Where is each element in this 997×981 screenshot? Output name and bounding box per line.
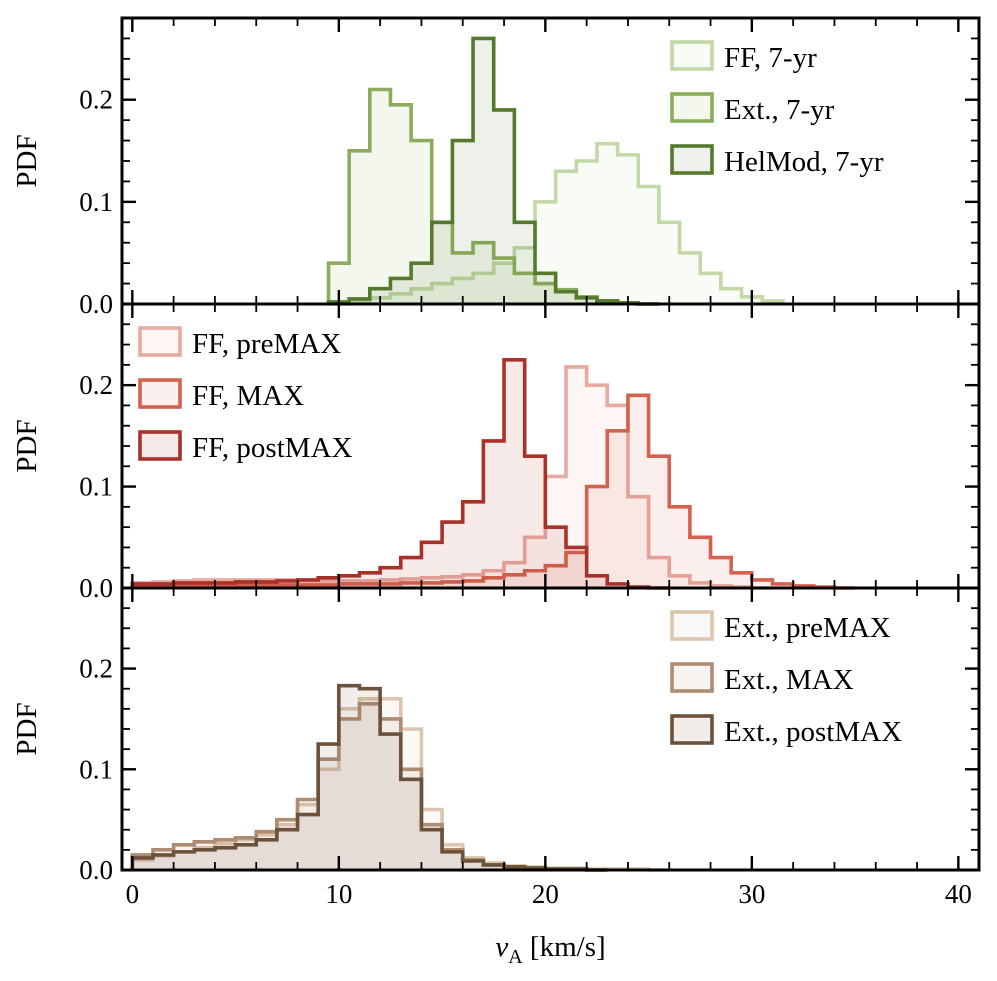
legend-label: Ext., MAX — [724, 664, 854, 696]
legend-item: FF, preMAX — [138, 326, 341, 360]
panel-top: 0.0 0.1 0.2 PDF FF, 7-yr Ext., 7-yr HelMod, 7-… — [11, 16, 981, 319]
legend-label: FF, 7-yr — [724, 42, 817, 74]
y-axis-title: PDF — [11, 419, 43, 472]
legend-label: Ext., preMAX — [724, 612, 891, 644]
legend-item: Ext., 7-yr — [670, 92, 835, 126]
y-tick-label: 0.0 — [79, 289, 113, 319]
series-top-0 — [328, 141, 785, 306]
panel-bottom: 0.0 0.1 0.2 PDF 0 10 20 30 40 vA [km/s] Ext., preM… — [11, 586, 981, 968]
y-tick-label: 0.1 — [79, 754, 113, 784]
y-tick-label: 0.0 — [79, 855, 113, 885]
panel-middle: 0.0 0.1 0.2 PDF FF, preMAX FF, MAX FF, postMAX — [11, 302, 981, 603]
x-tick-label: 40 — [945, 879, 972, 909]
y-tick-label: 0.1 — [79, 187, 113, 217]
legend-item: FF, MAX — [138, 378, 304, 412]
y-tick-label: 0.2 — [79, 370, 113, 400]
legend-label: HelMod, 7-yr — [724, 146, 884, 178]
legend-item: FF, postMAX — [138, 430, 353, 464]
legend-swatch — [138, 430, 182, 461]
x-axis-title: vA [km/s] — [495, 931, 605, 968]
y-tick-label: 0.2 — [79, 654, 113, 684]
y-axis-title: PDF — [11, 134, 43, 187]
legend-swatch — [138, 378, 182, 409]
legend-item: Ext., MAX — [670, 662, 854, 696]
legend-label: FF, postMAX — [192, 432, 353, 464]
legend-swatch — [670, 610, 714, 641]
legend-label: FF, preMAX — [192, 328, 341, 360]
y-axis-title: PDF — [11, 702, 43, 755]
legend-swatch — [670, 144, 714, 175]
series-bottom-2 — [130, 683, 608, 872]
x-tick-label: 20 — [532, 879, 559, 909]
x-tick-label: 10 — [325, 879, 352, 909]
legend-swatch — [670, 92, 714, 123]
legend-item: Ext., postMAX — [670, 714, 902, 748]
legend-swatch — [670, 714, 714, 745]
series-middle-0 — [130, 365, 773, 590]
legend-swatch — [138, 326, 182, 357]
y-tick-label: 0.2 — [79, 85, 113, 115]
legend-label: FF, MAX — [192, 380, 304, 412]
legend-label: Ext., postMAX — [724, 716, 902, 748]
legend-swatch — [670, 662, 714, 693]
legend-item: HelMod, 7-yr — [670, 144, 884, 178]
series-top-2 — [326, 36, 659, 306]
legend-swatch — [670, 40, 714, 71]
x-tick-label: 0 — [126, 879, 140, 909]
legend-label: Ext., 7-yr — [724, 94, 835, 126]
x-tick-label: 30 — [738, 879, 765, 909]
series-middle-2 — [130, 357, 670, 590]
y-tick-label: 0.0 — [79, 573, 113, 603]
legend-item: FF, 7-yr — [670, 40, 817, 74]
legend-item: Ext., preMAX — [670, 610, 891, 644]
y-tick-label: 0.1 — [79, 472, 113, 502]
